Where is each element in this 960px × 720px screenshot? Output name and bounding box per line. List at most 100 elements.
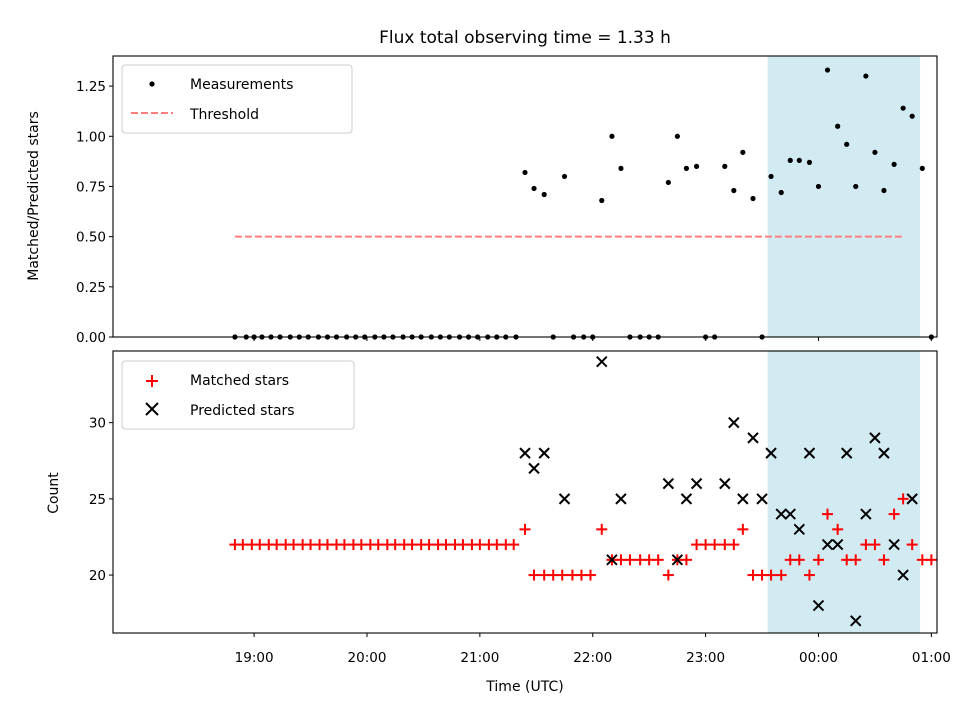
measurement-point [683,165,690,171]
top-y-tick-label: 0.00 [76,330,106,346]
predicted-star-point [538,447,550,459]
predicted-stars-points [519,355,918,627]
bottom-y-axis-label: Count [46,472,62,514]
matched-star-point [519,523,531,535]
bottom-x-tick-label: 01:00 [912,650,951,666]
predicted-star-point [775,508,787,520]
predicted-star-point [690,477,703,490]
matched-star-point [925,554,937,566]
top-title: Flux total observing time = 1.33 h [379,28,671,48]
measurement-point [844,141,850,147]
predicted-star-point [897,569,909,581]
matched-star-point [832,523,844,535]
matched-star-point [528,569,540,581]
matched-star-point [775,569,787,581]
matched-star-point [662,569,674,581]
measurement-point [853,183,859,190]
top-panel: 0.00 0.25 0.50 0.75 1.00 1.25 Flux total obse… [26,28,938,346]
bottom-x-tick-label: 19:00 [235,650,274,666]
matched-star-point [728,539,740,551]
matched-star-point [906,539,918,551]
matched-star-point [822,508,834,520]
bottom-x-tick-label: 23:00 [686,650,725,666]
legend-matched-label: Matched stars [190,373,289,389]
predicted-star-point [671,554,684,566]
matched-star-point [765,569,777,581]
predicted-star-point [850,615,862,627]
measurement-point [863,73,869,79]
bottom-panel: 20 25 30 19:00 20:00 21:00 22:00 23:00 00:00 01:… [46,350,951,695]
matched-star-point [803,569,815,581]
matched-star-point [888,508,900,520]
bottom-axes-frame [112,350,938,634]
legend-matched-marker [146,375,158,387]
predicted-star-point [719,477,731,490]
top-y-tick-label: 1.25 [76,79,106,95]
predicted-star-point [747,432,759,444]
predicted-star-point [793,523,805,536]
matched-star-point [680,554,692,566]
measurement-point [674,133,680,139]
x-axis-label: Time (UTC) [485,679,563,695]
bottom-legend-box [121,360,355,430]
matched-star-point [737,523,749,535]
predicted-star-point [596,355,608,368]
predicted-star-point [821,538,834,551]
bottom-x-tick-label: 22:00 [573,650,612,666]
legend-measurements-marker [149,81,155,87]
top-axes-frame [112,55,938,338]
bottom-y-tick-label: 20 [89,568,106,584]
matched-star-point [709,539,721,551]
measurement-point [806,159,813,165]
predicted-star-point [519,447,531,459]
measurement-point [740,149,746,155]
measurement-point [872,149,878,155]
predicted-star-point [840,447,853,459]
measurement-point [522,169,528,176]
predicted-star-point [615,493,627,505]
measurement-point [599,197,605,204]
matched-star-point [812,554,824,566]
measurement-point [919,165,925,171]
predicted-star-point [662,477,675,490]
matched-star-point [850,554,862,566]
predicted-star-point [528,462,540,475]
measurement-point [750,195,756,202]
legend-threshold-label: Threshold [189,107,259,123]
measurement-point [561,173,568,180]
predicted-star-point [606,554,618,566]
predicted-star-point [728,416,740,429]
measurement-point [909,113,915,119]
matched-star-point [793,554,805,566]
measurement-point [618,165,624,171]
bottom-x-ticks: 19:00 20:00 21:00 22:00 23:00 00:00 01:00 [235,633,951,666]
predicted-star-point [756,493,768,505]
predicted-star-point [737,493,749,505]
measurement-point [541,191,547,198]
predicted-star-point [878,447,890,459]
top-highlight-span [767,56,921,337]
top-x-ticks [253,337,932,341]
top-y-tick-label: 0.25 [76,280,106,296]
predicted-star-point [803,447,816,459]
measurement-point [731,187,737,194]
measurement-point [891,161,897,167]
measurement-point [778,189,784,196]
top-legend-box [121,64,353,134]
matched-star-point [596,523,608,535]
predicted-star-point [812,599,825,612]
bottom-y-ticks: 20 25 30 [89,416,113,584]
predicted-star-point [860,508,872,520]
measurement-point [665,179,671,186]
predicted-star-point [680,493,693,505]
bottom-highlight-span [767,351,921,633]
measurement-point [531,185,537,192]
top-y-tick-label: 1.00 [76,129,106,145]
predicted-star-point [765,447,777,459]
measurement-point [693,163,700,169]
top-y-ticks: 0.00 0.25 0.50 0.75 1.00 1.25 [76,79,113,346]
matched-star-point [584,569,596,581]
predicted-star-point [784,508,796,520]
measurement-point [722,163,728,169]
